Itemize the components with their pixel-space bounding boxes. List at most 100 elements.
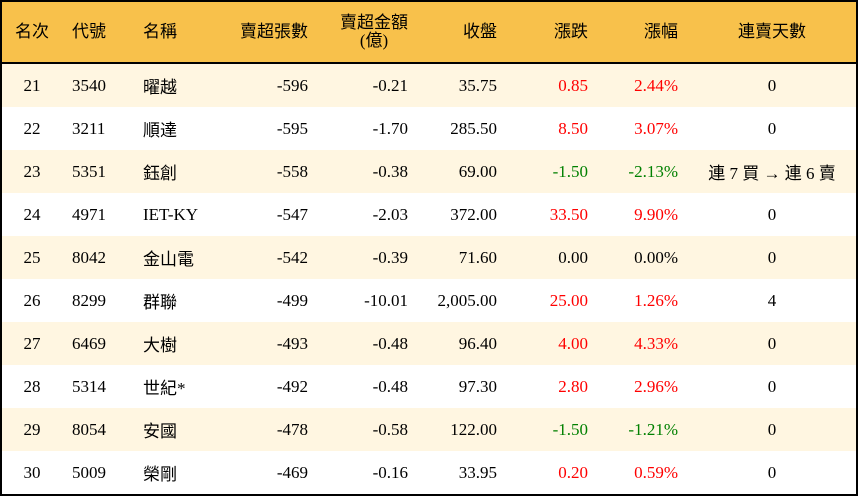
code-cell: 5009: [72, 462, 106, 482]
header-label: 賣超張數: [240, 22, 308, 41]
close-cell: 122.00: [450, 419, 497, 439]
close-cell: 2,005.00: [437, 290, 498, 310]
name-cell: 大樹: [143, 336, 177, 355]
change-cell: 2.80: [558, 376, 588, 396]
pct-cell: 0.59%: [634, 462, 678, 482]
change-cell: 0.20: [558, 462, 588, 482]
code-cell: 5314: [72, 376, 106, 396]
days-cell: 連 7 買 → 連 6 賣: [708, 164, 836, 183]
pct-cell: 0.00%: [634, 247, 678, 267]
header-change: 漲跌: [502, 2, 588, 62]
shares-cell: -493: [276, 333, 308, 353]
header-label: 代號: [72, 22, 106, 41]
shares-cell: -492: [276, 376, 308, 396]
close-cell: 71.60: [458, 247, 497, 267]
amount-cell: -2.03: [372, 204, 408, 224]
header-label: 名稱: [143, 22, 177, 41]
days-cell: 0: [767, 333, 777, 353]
header-days: 連賣天數: [690, 2, 854, 62]
amount-cell: -0.48: [372, 333, 408, 353]
rank-cell: 29: [23, 419, 41, 439]
rank-cell: 23: [23, 161, 41, 181]
table-row: 21 3540 曜越 -596 -0.21 35.75 0.85 2.44% 0: [2, 64, 856, 107]
rank-cell: 24: [23, 204, 41, 224]
table-row: 29 8054 安國 -478 -0.58 122.00 -1.50 -1.21% 0: [2, 408, 856, 451]
code-cell: 8054: [72, 419, 106, 439]
name-cell: 金山電: [143, 250, 194, 269]
pct-cell: -1.21%: [628, 419, 678, 439]
code-cell: 5351: [72, 161, 106, 181]
change-cell: 0.85: [558, 75, 588, 95]
table-row: 27 6469 大樹 -493 -0.48 96.40 4.00 4.33% 0: [2, 322, 856, 365]
shares-cell: -469: [276, 462, 308, 482]
header-rank: 名次: [12, 2, 52, 62]
change-cell: -1.50: [552, 419, 588, 439]
amount-cell: -1.70: [372, 118, 408, 138]
code-cell: 6469: [72, 333, 106, 353]
rank-cell: 26: [23, 290, 41, 310]
header-label: 連賣天數: [738, 22, 806, 41]
shares-cell: -478: [276, 419, 308, 439]
days-cell: 4: [767, 290, 777, 310]
pct-cell: 1.26%: [634, 290, 678, 310]
change-cell: 33.50: [549, 204, 588, 224]
pct-cell: 2.96%: [634, 376, 678, 396]
amount-cell: -0.21: [372, 75, 408, 95]
days-cell: 0: [767, 75, 777, 95]
change-cell: -1.50: [552, 161, 588, 181]
rank-cell: 25: [23, 247, 41, 267]
change-cell: 0.00: [558, 247, 588, 267]
shares-cell: -558: [276, 161, 308, 181]
shares-cell: -499: [276, 290, 308, 310]
name-cell: 曜越: [143, 78, 177, 97]
close-cell: 96.40: [458, 333, 497, 353]
close-cell: 285.50: [450, 118, 497, 138]
name-cell: 世紀*: [143, 379, 186, 398]
change-cell: 4.00: [558, 333, 588, 353]
pct-cell: -2.13%: [628, 161, 678, 181]
header-label: 漲幅: [644, 22, 678, 41]
table-row: 23 5351 鈺創 -558 -0.38 69.00 -1.50 -2.13% 連 7 買 →…: [2, 150, 856, 193]
code-cell: 3211: [72, 118, 106, 138]
days-cell: 0: [767, 419, 777, 439]
days-cell: 0: [767, 247, 777, 267]
days-cell: 0: [767, 204, 777, 224]
table-row: 24 4971 IET-KY -547 -2.03 372.00 33.50 9.90% 0: [2, 193, 856, 236]
amount-cell: -0.38: [372, 161, 408, 181]
shares-cell: -596: [276, 75, 308, 95]
amount-cell: -0.58: [372, 419, 408, 439]
header-label: 收盤: [463, 22, 497, 41]
code-cell: 8299: [72, 290, 106, 310]
name-cell: 鈺創: [143, 164, 177, 183]
table-row: 25 8042 金山電 -542 -0.39 71.60 0.00 0.00% 0: [2, 236, 856, 279]
amount-cell: -0.16: [372, 462, 408, 482]
table-row: 30 5009 榮剛 -469 -0.16 33.95 0.20 0.59% 0: [2, 451, 856, 494]
days-cell: 0: [767, 376, 777, 396]
pct-cell: 9.90%: [634, 204, 678, 224]
pct-cell: 3.07%: [634, 118, 678, 138]
table-row: 26 8299 群聯 -499 -10.01 2,005.00 25.00 1.26% 4: [2, 279, 856, 322]
days-cell: 0: [767, 118, 777, 138]
name-cell: 群聯: [143, 293, 177, 312]
header-shares: 賣超張數: [222, 2, 308, 62]
pct-cell: 4.33%: [634, 333, 678, 353]
change-cell: 25.00: [549, 290, 588, 310]
name-cell: 順達: [143, 121, 177, 140]
change-cell: 8.50: [558, 118, 588, 138]
header-pct: 漲幅: [592, 2, 678, 62]
close-cell: 33.95: [458, 462, 497, 482]
close-cell: 35.75: [458, 75, 497, 95]
days-cell: 0: [767, 462, 777, 482]
name-cell: 榮剛: [143, 465, 177, 484]
rank-cell: 27: [23, 333, 41, 353]
rank-cell: 30: [23, 462, 41, 482]
code-cell: 3540: [72, 75, 106, 95]
header-label: 賣超金額 (億): [340, 13, 408, 50]
header-label: 名次: [15, 22, 49, 41]
header-close: 收盤: [412, 2, 497, 62]
code-cell: 8042: [72, 247, 106, 267]
name-cell: IET-KY: [143, 204, 199, 224]
shares-cell: -542: [276, 247, 308, 267]
header-label: 漲跌: [554, 22, 588, 41]
